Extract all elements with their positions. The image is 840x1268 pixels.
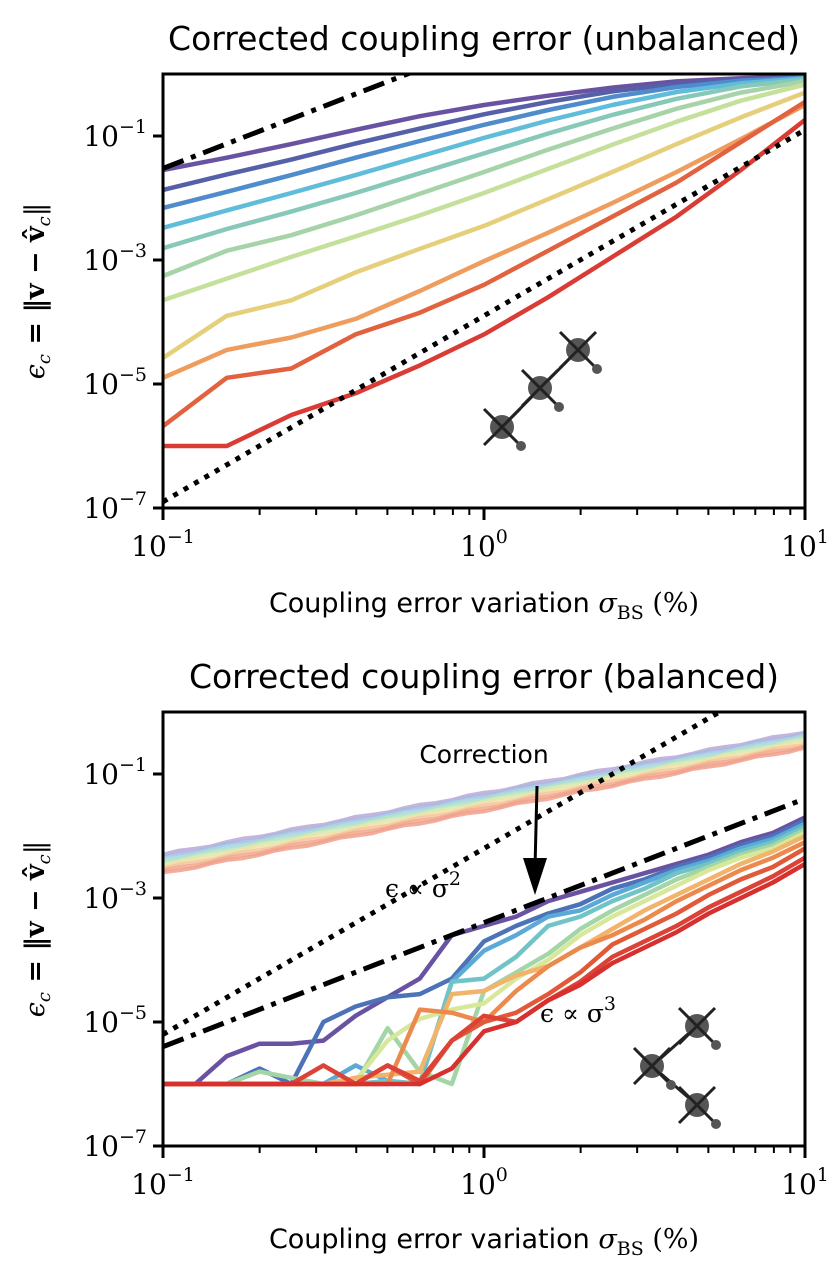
correction-label: Correction <box>419 740 548 769</box>
bottom-y-axis-label: ϵc = ‖v − v̂c‖ <box>20 841 55 1018</box>
x-tick-label: 101 <box>781 526 829 563</box>
bottom-chart-title: Corrected coupling error (balanced) <box>189 657 779 696</box>
data-line-series-4 <box>163 76 805 231</box>
sigma-cubed-ref-line <box>163 712 725 1037</box>
y-tick-label: 10−3 <box>83 878 147 915</box>
y-tick-label: 10−1 <box>83 116 147 153</box>
data-line-series-5 <box>163 77 805 251</box>
uncorrected-line-9 <box>163 745 805 875</box>
mesh-schematic-icon <box>482 330 602 451</box>
top-x-axis-label: Coupling error variation σBS (%) <box>269 588 699 624</box>
bottom-plot: 10−1 100 101 10−1 10−3 10−5 10−7 Correction ϵ ∝ … <box>83 710 829 1201</box>
y-tick-label: 10−3 <box>83 240 147 277</box>
sigma-squared-ref-line <box>163 796 805 1050</box>
data-line-series-10 <box>163 99 805 429</box>
y-tick-label: 10−7 <box>83 1126 147 1163</box>
x-tick-label: 10−1 <box>131 526 195 563</box>
mesh-schematic-icon <box>632 1006 721 1129</box>
data-line-series-7 <box>163 833 805 1087</box>
y-tick-label: 10−5 <box>83 1002 147 1039</box>
axes-frame <box>161 710 807 1148</box>
data-line-series-2 <box>163 74 805 193</box>
y-tick-label: 10−7 <box>83 488 147 525</box>
x-tick-label: 101 <box>781 1164 829 1201</box>
data-line-series-10 <box>163 855 805 1087</box>
y-tick-label: 10−5 <box>83 364 147 401</box>
bottom-x-axis-label: Coupling error variation σBS (%) <box>269 1224 699 1260</box>
arrow-head-icon <box>523 858 547 895</box>
data-line-series-1 <box>163 815 805 1087</box>
data-line-series-9 <box>163 102 805 381</box>
correction-arrow <box>533 785 539 869</box>
x-tick-label: 100 <box>460 526 508 563</box>
data-line-series-11 <box>163 117 805 449</box>
data-line-series-7 <box>163 82 805 303</box>
x-tick-label: 10−1 <box>131 1164 195 1201</box>
data-line-series-8 <box>163 90 805 361</box>
top-chart-title: Corrected coupling error (unbalanced) <box>168 19 800 58</box>
x-tick-label: 100 <box>460 1164 508 1201</box>
plot-area <box>163 712 805 1087</box>
y-tick-label: 10−1 <box>83 754 147 791</box>
data-line-series-6 <box>163 830 805 1087</box>
sigma-cubed-ref-line <box>163 127 805 504</box>
data-line-series-11 <box>163 861 805 1087</box>
plot-area <box>163 74 805 504</box>
sigma-squared-label: ϵ ∝ σ2 <box>385 868 461 903</box>
data-line-series-6 <box>163 79 805 279</box>
data-line-series-3 <box>163 75 805 211</box>
top-plot: 10−1 100 101 10−1 10−3 10−5 10−7 <box>83 72 829 563</box>
top-y-axis-label: ϵc = ‖v − v̂c‖ <box>20 203 55 380</box>
sigma-cubed-label: ϵ ∝ σ3 <box>540 993 616 1028</box>
